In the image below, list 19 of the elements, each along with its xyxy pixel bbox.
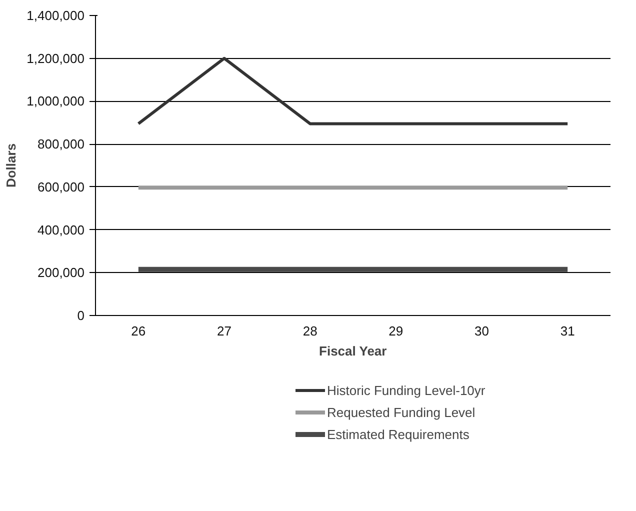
y-tick-label: 800,000 (38, 136, 85, 152)
y-axis-title: Dollars (4, 143, 19, 188)
y-tick-label: 1,400,000 (26, 8, 85, 23)
y-tick-label: 400,000 (38, 222, 85, 238)
x-tick-label: 30 (474, 324, 489, 338)
x-tick-label: 28 (302, 324, 318, 338)
x-tick-label: 27 (217, 324, 232, 338)
y-tick-label: 600,000 (38, 179, 85, 194)
legend-label: Historic Funding Level-10yr (327, 382, 486, 398)
y-tick-label: 200,000 (38, 265, 85, 280)
x-tick-label: 26 (131, 324, 146, 338)
x-tick-label: 29 (388, 324, 404, 338)
y-tick-label: 1,200,000 (26, 50, 85, 66)
x-tick-label: 31 (560, 324, 575, 338)
x-axis-title: Fiscal Year (319, 344, 387, 358)
legend-label: Requested Funding Level (327, 404, 476, 420)
y-tick-label: 0 (77, 308, 85, 323)
y-tick-label: 1,000,000 (26, 94, 85, 109)
legend-label: Estimated Requirements (327, 426, 470, 442)
